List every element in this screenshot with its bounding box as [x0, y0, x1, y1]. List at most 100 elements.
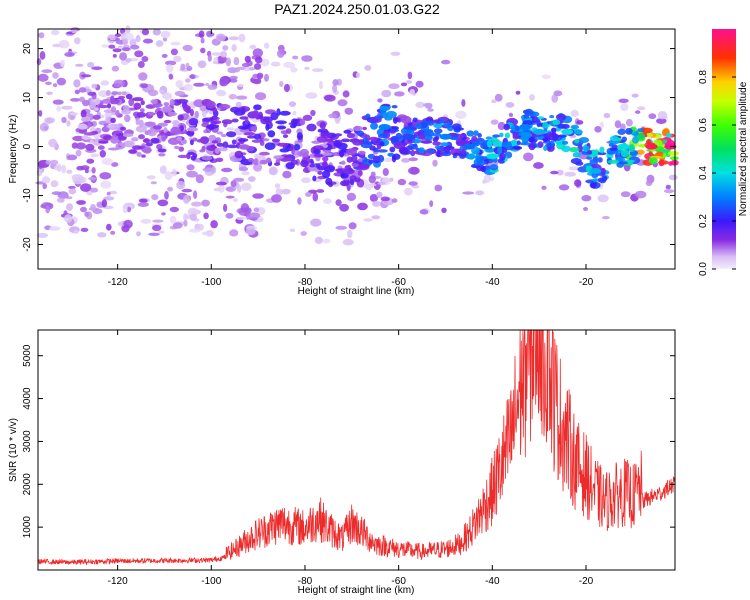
heatmap-cell — [201, 199, 210, 207]
heatmap-cell — [250, 126, 258, 132]
heatmap-cell — [202, 117, 214, 122]
heatmap-cell — [403, 126, 414, 130]
colorbar: 0.0 0.2 0.4 0.6 0.8 Normalized spectral ampl… — [698, 29, 749, 276]
heatmap-cell — [494, 93, 503, 102]
bottom-x-axis-label: Height of straight line (km) — [298, 585, 415, 596]
heatmap-cell — [522, 120, 534, 126]
heatmap-cell — [39, 51, 46, 60]
colorbar-tick-label: 0.2 — [698, 214, 709, 228]
heatmap-cell — [51, 191, 62, 196]
y-tick-label: 0 — [22, 143, 33, 149]
heatmap-cell — [340, 180, 349, 187]
heatmap-cell — [497, 121, 506, 131]
heatmap-cell — [410, 150, 416, 157]
heatmap-cell — [311, 68, 324, 72]
heatmap-cell — [164, 60, 177, 66]
heatmap-cell — [50, 159, 59, 166]
heatmap-cell — [332, 79, 339, 86]
heatmap-cell — [377, 154, 385, 163]
colorbar-tick-label: 0.8 — [698, 70, 709, 84]
heatmap-cell — [370, 171, 376, 178]
heatmap-cell — [411, 139, 422, 144]
heatmap-cell — [340, 173, 349, 179]
heatmap-cell — [449, 136, 459, 140]
heatmap-cell — [648, 151, 653, 156]
heatmap-cell — [389, 146, 396, 153]
heatmap-cell — [263, 42, 270, 49]
heatmap-cell — [561, 128, 574, 135]
heatmap-cell — [118, 45, 123, 49]
heatmap-cell — [317, 170, 323, 175]
heatmap-cell — [645, 133, 653, 137]
heatmap-cell — [36, 232, 49, 238]
heatmap-cell — [253, 133, 262, 140]
heatmap-cell — [384, 157, 393, 163]
x-tick-label: -120 — [108, 576, 128, 587]
heatmap-cell — [97, 145, 105, 150]
heatmap-cell — [405, 80, 413, 84]
heatmap-cell — [285, 162, 295, 170]
heatmap-cell — [225, 195, 235, 199]
heatmap-cell — [219, 77, 229, 87]
heatmap-cell — [645, 143, 658, 150]
heatmap-cell — [121, 109, 131, 115]
heatmap-cell — [272, 195, 279, 201]
heatmap-cell — [171, 168, 177, 177]
heatmap-cell — [143, 38, 153, 44]
y-tick-label: 3000 — [22, 430, 33, 453]
heatmap-cell — [292, 55, 299, 60]
heatmap-cell — [461, 148, 466, 155]
heatmap-cell — [185, 131, 195, 136]
heatmap-cell — [492, 134, 501, 138]
bottom-y-axis-label: SNR (10 * v/v) — [8, 418, 19, 482]
heatmap-cell — [106, 223, 112, 231]
bottom-x-ticks: -120 -100 -80 -60 -40 -20 — [108, 330, 594, 587]
heatmap-cell — [259, 151, 270, 156]
heatmap-cell — [238, 166, 249, 172]
heatmap-cell — [45, 205, 51, 214]
heatmap-cell — [240, 203, 250, 212]
heatmap-cell — [312, 192, 319, 202]
heatmap-cell — [415, 80, 424, 88]
heatmap-cell — [180, 63, 186, 71]
heatmap-cell — [556, 169, 564, 176]
heatmap-cell — [162, 92, 173, 100]
heatmap-cell — [161, 53, 168, 58]
heatmap-cell — [87, 62, 95, 68]
heatmap-cell — [66, 203, 73, 212]
heatmap-cell — [490, 119, 499, 125]
y-tick-label: 5000 — [22, 344, 33, 367]
heatmap-cell — [114, 124, 120, 129]
heatmap-cell — [455, 110, 467, 119]
heatmap-cell — [337, 99, 348, 107]
heatmap-cell — [581, 195, 592, 202]
heatmap-cell — [183, 105, 191, 113]
heatmap-cell — [645, 180, 653, 187]
heatmap-cell — [491, 99, 497, 104]
heatmap-cell — [159, 165, 167, 174]
heatmap-cell — [621, 136, 627, 142]
heatmap-cell — [196, 139, 206, 143]
heatmap-cell — [101, 98, 112, 104]
heatmap-cell — [510, 140, 519, 147]
heatmap-cell — [189, 139, 194, 146]
heatmap-cell — [157, 122, 168, 127]
colorbar-tick-label: 0.4 — [698, 166, 709, 180]
heatmap-cell — [111, 162, 119, 167]
heatmap-cell — [319, 80, 323, 90]
heatmap-cell — [45, 160, 52, 165]
heatmap-cell — [237, 138, 249, 142]
heatmap-cell — [597, 194, 609, 203]
heatmap-cell — [94, 107, 99, 111]
heatmap-cell — [151, 194, 159, 201]
heatmap-cell — [377, 181, 386, 185]
heatmap-cell — [162, 105, 173, 113]
heatmap-cell — [221, 167, 233, 173]
heatmap-cell — [99, 172, 112, 180]
heatmap-cell — [134, 50, 144, 58]
heatmap-cell — [170, 41, 181, 46]
heatmap-cell — [101, 199, 108, 208]
heatmap-cell — [103, 135, 113, 141]
heatmap-cell — [514, 125, 520, 131]
heatmap-cell — [200, 37, 205, 44]
